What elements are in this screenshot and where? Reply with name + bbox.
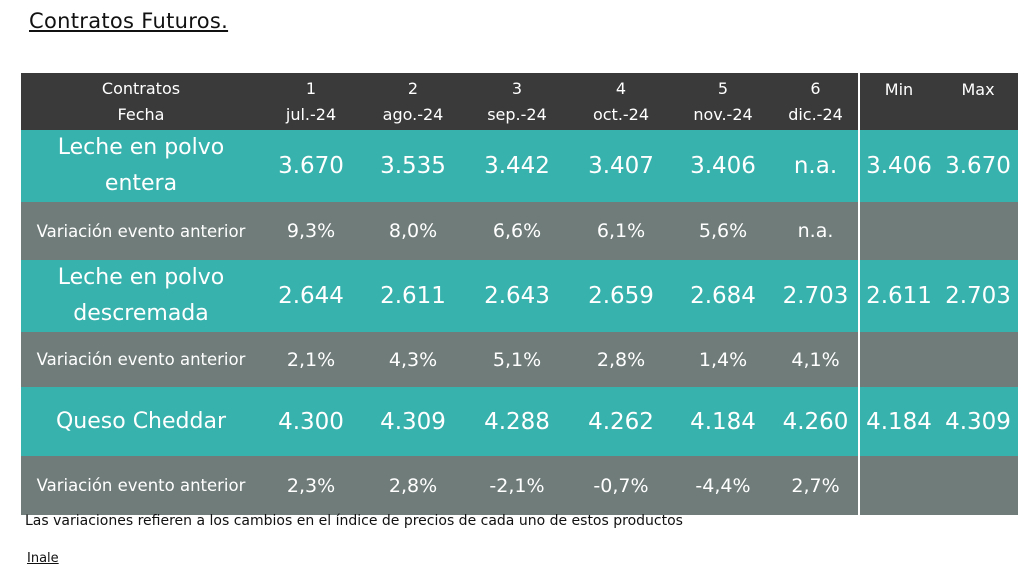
empty-cell [858, 202, 938, 260]
price-cell: 4.184 [690, 408, 756, 435]
max-cell: 3.670 [945, 153, 1011, 179]
variation-cell: 4,1% [791, 348, 840, 371]
header-fecha: Fecha [117, 104, 165, 124]
variation-cell: 6,1% [596, 220, 646, 242]
product-label: Leche en polvo entera [57, 135, 225, 196]
header-col-3: 3 sep.-24 [487, 78, 547, 124]
table-row-variation: Variación evento anterior 2,3% 2,8% -2,1… [21, 456, 1018, 515]
variation-label: Variación evento anterior [36, 476, 246, 495]
max-cell: 2.703 [945, 283, 1011, 309]
empty-cell [858, 456, 938, 515]
table-row-product: Leche en polvo entera 3.670 3.535 3.442 3… [21, 130, 1018, 202]
min-cell: 2.611 [858, 260, 938, 332]
variation-cell: -4,4% [695, 474, 751, 497]
header-col-6: 6 dic.-24 [788, 78, 843, 124]
price-cell: 2.643 [484, 283, 550, 309]
variation-cell: n.a. [797, 220, 834, 242]
futures-table: Contratos Fecha 1 jul.-24 2 ago.-24 3 sep.-… [21, 73, 1018, 515]
header-col-4: 4 oct.-24 [592, 78, 650, 124]
variation-label: Variación evento anterior [36, 350, 246, 369]
table-row-variation: Variación evento anterior 9,3% 8,0% 6,6%… [21, 202, 1018, 260]
price-cell: 4.260 [782, 408, 849, 435]
min-cell: 4.184 [858, 387, 938, 456]
product-label: Queso Cheddar [55, 408, 226, 434]
variation-label: Variación evento anterior [36, 221, 246, 241]
header-row: Contratos Fecha 1 jul.-24 2 ago.-24 3 sep.-… [21, 73, 1018, 130]
price-cell: 2.703 [782, 283, 849, 309]
variation-cell: 2,8% [388, 474, 438, 497]
header-contratos: Contratos [101, 78, 181, 98]
price-cell: n.a. [793, 153, 838, 179]
price-cell: 2.684 [690, 283, 756, 309]
footnote: Las variaciones refieren a los cambios e… [25, 513, 683, 529]
header-col-2: 2 ago.-24 [382, 78, 444, 124]
price-cell: 2.611 [380, 283, 446, 309]
header-max: Max [961, 80, 995, 99]
empty-cell [858, 332, 938, 387]
price-cell: 3.407 [588, 153, 654, 179]
price-cell: 3.406 [690, 153, 756, 179]
variation-cell: 2,1% [286, 348, 336, 371]
variation-cell: 6,6% [492, 220, 542, 242]
header-label-cell: Contratos Fecha [21, 73, 261, 130]
price-cell: 4.309 [380, 408, 446, 435]
variation-cell: 4,3% [388, 348, 438, 371]
header-min: Min [858, 73, 938, 130]
product-label: Leche en polvo descremada [57, 265, 225, 326]
variation-cell: 8,0% [388, 220, 438, 242]
variation-cell: 1,4% [698, 348, 748, 371]
header-col-1: 1 jul.-24 [285, 78, 337, 124]
table-row-product: Leche en polvo descremada 2.644 2.611 2.6… [21, 260, 1018, 332]
price-cell: 3.670 [278, 153, 344, 179]
price-cell: 4.300 [278, 408, 344, 435]
variation-cell: 5,6% [698, 220, 748, 242]
empty-cell [938, 202, 1018, 260]
header-col-5: 5 nov.-24 [693, 78, 753, 124]
variation-cell: 2,3% [286, 474, 336, 497]
table-row-product: Queso Cheddar 4.300 4.309 4.288 4.262 4.… [21, 387, 1018, 456]
page-title: Contratos Futuros. [29, 9, 229, 33]
price-cell: 3.535 [380, 153, 446, 179]
price-cell: 4.262 [588, 408, 654, 435]
table-row-variation: Variación evento anterior 2,1% 4,3% 5,1%… [21, 332, 1018, 387]
empty-cell [938, 456, 1018, 515]
variation-cell: 5,1% [492, 348, 542, 371]
price-cell: 3.442 [484, 153, 550, 179]
variation-cell: 9,3% [286, 220, 336, 242]
variation-cell: -2,1% [489, 474, 545, 497]
price-cell: 2.644 [278, 283, 344, 309]
max-cell: 4.309 [945, 408, 1011, 435]
empty-cell [938, 332, 1018, 387]
variation-cell: -0,7% [593, 474, 649, 497]
price-cell: 4.288 [484, 408, 550, 435]
variation-cell: 2,7% [791, 474, 840, 497]
min-cell: 3.406 [858, 130, 938, 202]
variation-cell: 2,8% [596, 348, 646, 371]
source-link[interactable]: Inale [27, 551, 59, 566]
price-cell: 2.659 [588, 283, 654, 309]
